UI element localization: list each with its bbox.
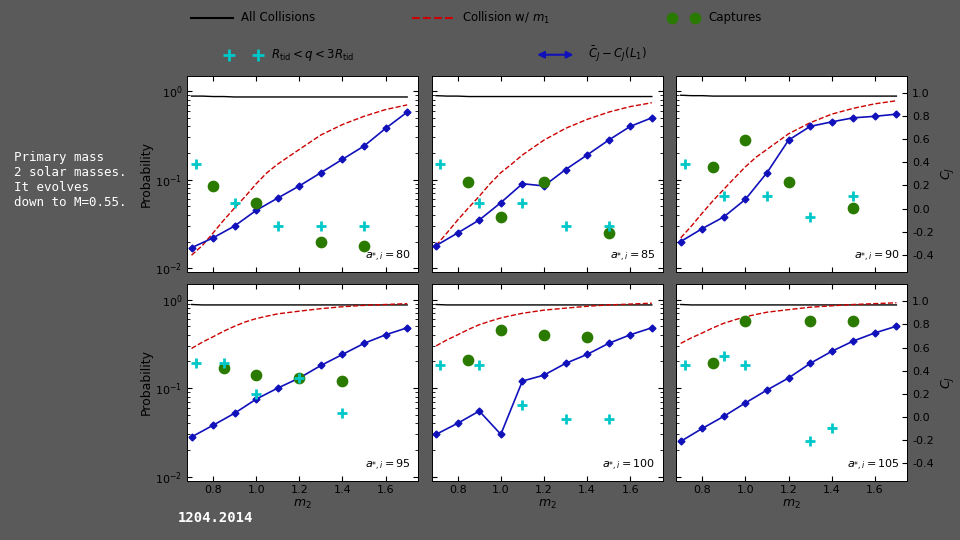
Point [493,326,509,335]
Point [313,237,328,246]
Point [205,181,221,190]
Text: $\bar{C}_J - C_J(L_1)$: $\bar{C}_J - C_J(L_1)$ [588,45,647,64]
Point [706,359,721,368]
Point [558,221,573,230]
Point [846,204,861,212]
Text: Primary mass
2 solar masses.
It evolves
down to M=0.55.: Primary mass 2 solar masses. It evolves … [14,151,127,209]
Point [433,361,448,370]
Point [335,377,350,386]
X-axis label: $m_2$: $m_2$ [782,498,802,511]
Point [780,177,796,186]
Point [335,409,350,417]
Point [759,192,775,200]
Point [461,355,476,364]
Y-axis label: Probability: Probability [139,141,153,207]
Point [471,198,487,207]
Point [601,414,616,423]
Point [537,330,552,339]
Text: Captures: Captures [708,11,761,24]
Point [356,241,372,250]
X-axis label: $m_2$: $m_2$ [538,498,557,511]
Point [356,221,372,230]
Point [580,333,595,341]
Text: All Collisions: All Collisions [241,11,315,24]
Point [846,317,861,326]
Point [433,160,448,168]
Point [270,221,285,230]
Point [706,163,721,171]
Point [249,390,264,399]
Y-axis label: Probability: Probability [139,349,153,415]
Point [687,13,703,22]
Point [664,13,680,22]
Point [249,371,264,380]
Point [738,136,754,144]
Point [738,317,754,326]
Point [216,359,231,368]
Point [292,374,307,382]
Point [716,352,732,360]
Text: $R_{\rm tid}<q<3R_{\rm tid}$: $R_{\rm tid}<q<3R_{\rm tid}$ [271,47,354,63]
Point [222,50,237,59]
Text: $a_{*,i}=90$: $a_{*,i}=90$ [854,249,900,265]
Point [678,160,693,168]
Point [251,50,266,59]
Point [515,400,530,409]
Point [249,198,264,207]
Point [738,361,754,370]
Point [601,228,616,237]
Point [601,221,616,230]
Text: Collision w/ $m_1$: Collision w/ $m_1$ [462,10,550,25]
Point [227,198,242,207]
Point [803,437,818,445]
Text: $a_{*,i}=100$: $a_{*,i}=100$ [602,457,656,472]
Text: $a_{*,i}=80$: $a_{*,i}=80$ [365,249,411,265]
Point [493,213,509,221]
Point [461,177,476,186]
Point [678,361,693,370]
Text: 1204.2014: 1204.2014 [178,511,253,525]
Point [846,192,861,200]
Point [188,359,204,368]
Point [824,424,839,433]
Point [313,221,328,230]
Point [537,177,552,186]
Point [558,414,573,423]
Point [716,192,732,200]
Point [216,363,231,372]
Text: $a_{*,i}=105$: $a_{*,i}=105$ [848,457,900,472]
Text: $a_{*,i}=85$: $a_{*,i}=85$ [610,249,656,265]
Y-axis label: $C_J$: $C_J$ [940,376,956,389]
Point [471,361,487,370]
Point [292,374,307,382]
Point [803,317,818,326]
Point [803,213,818,221]
Point [188,160,204,168]
Point [515,198,530,207]
X-axis label: $m_2$: $m_2$ [293,498,312,511]
Text: $a_{*,i}=95$: $a_{*,i}=95$ [365,457,411,472]
Y-axis label: $C_J$: $C_J$ [940,167,956,180]
